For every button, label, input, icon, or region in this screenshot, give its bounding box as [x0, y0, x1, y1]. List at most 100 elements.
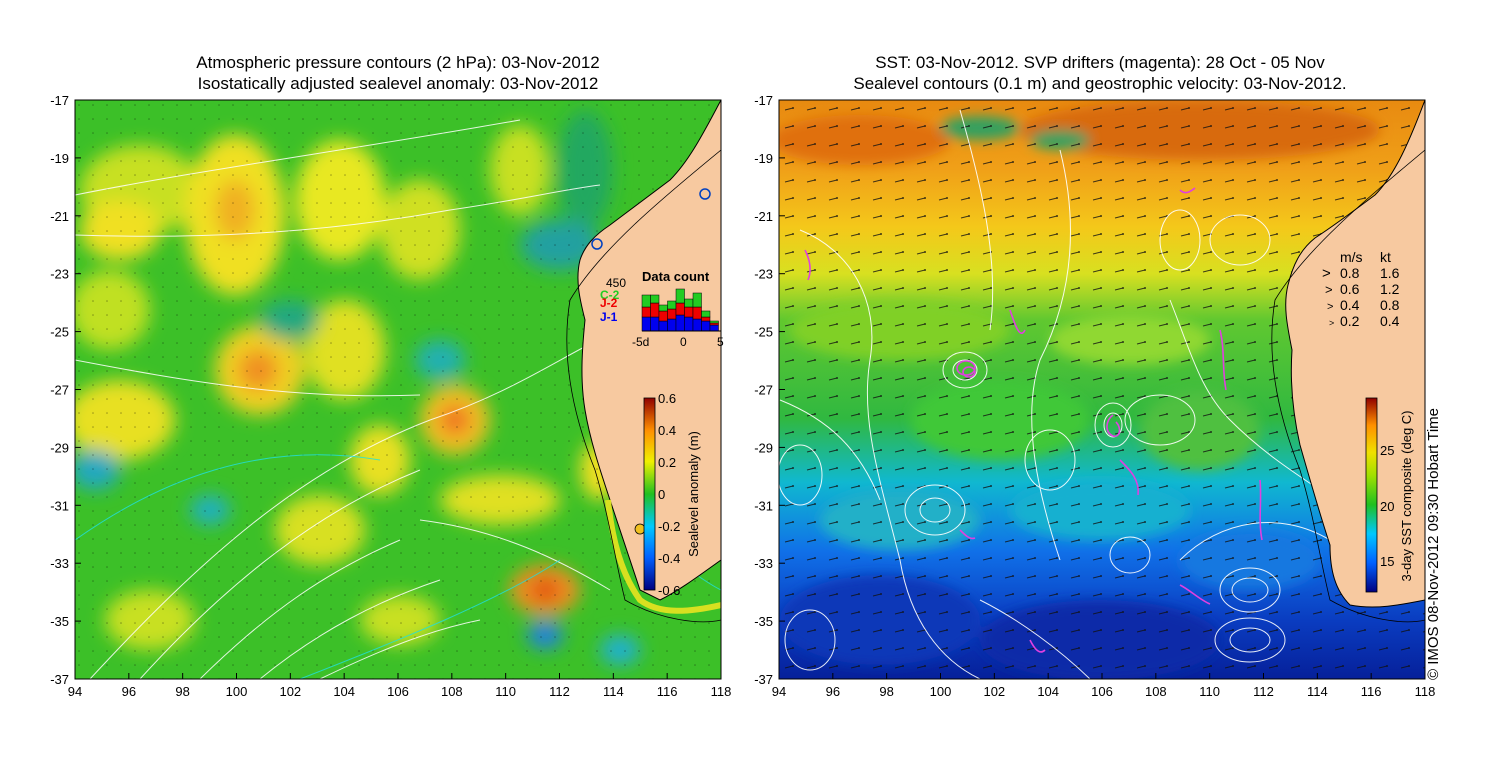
- tide-gauge-marker: [634, 523, 646, 535]
- data-count-bar: [709, 324, 719, 332]
- x-tick-label: 104: [1037, 684, 1059, 699]
- right-map-axes: 94 96 98 100 102 104 106 108 110 112 114 116 118 -17 -…: [754, 93, 1435, 699]
- right-map-bathymetry-line: [1271, 149, 1425, 623]
- sla-cbar-tick: -0.4: [658, 551, 680, 566]
- sst-colorbar: 25 20 15 3-day SST composite (deg C): [1365, 397, 1414, 593]
- sla-cbar-tick: -0.6: [658, 583, 680, 598]
- inset-tick-0: 0: [680, 335, 687, 349]
- sla-cbar-tick: 0: [658, 487, 665, 502]
- data-count-bar: [667, 300, 677, 310]
- tide-gauge-marker: [699, 188, 711, 200]
- data-count-title: Data count: [642, 269, 710, 284]
- sla-colorbar: 0.6 0.4 0.2 0 -0.2 -0.4 -0.6 Sealevel an…: [643, 391, 701, 598]
- data-count-bar: [667, 308, 677, 320]
- data-count-bar: [692, 292, 702, 308]
- left-map-australia-land: [577, 100, 721, 601]
- sst-cbar-label: 3-day SST composite (deg C): [1399, 411, 1414, 582]
- y-tick-label: -33: [50, 556, 69, 571]
- x-tick-label: 112: [549, 684, 570, 699]
- x-tick-label: 98: [879, 684, 893, 699]
- left-map-coast-shelf: [605, 499, 721, 614]
- data-count-bar: [701, 316, 711, 322]
- data-count-bar: [675, 288, 685, 304]
- sla-cbar-label: Sealevel anomaly (m): [686, 431, 701, 557]
- x-tick-label: 96: [122, 684, 136, 699]
- x-tick-label: 96: [826, 684, 840, 699]
- data-count-bar: [692, 306, 702, 320]
- y-tick-label: -29: [50, 440, 69, 455]
- velocity-legend-header-kt: kt: [1380, 249, 1391, 265]
- y-tick-label: -37: [50, 672, 69, 687]
- data-count-bar: [650, 294, 660, 304]
- sst-cbar-tick: 15: [1380, 554, 1394, 569]
- velocity-legend-ms: 0.2: [1340, 313, 1360, 329]
- data-count-bar: [641, 316, 651, 332]
- sla-cbar-tick: 0.6: [658, 391, 676, 406]
- x-tick-label: 100: [226, 684, 248, 699]
- x-tick-label: 106: [387, 684, 409, 699]
- velocity-arrow-icon: >: [1329, 318, 1334, 328]
- y-tick-label: -25: [754, 325, 773, 340]
- left-map-bathymetry-line: [566, 149, 721, 623]
- velocity-arrow-icon: >: [1325, 282, 1333, 297]
- y-tick-label: -19: [50, 151, 69, 166]
- x-tick-label: 116: [1361, 684, 1382, 699]
- x-tick-label: 108: [441, 684, 463, 699]
- velocity-legend-kt: 0.4: [1380, 313, 1400, 329]
- y-tick-label: -27: [754, 383, 773, 398]
- y-tick-label: -21: [754, 209, 773, 224]
- imos-credit: © IMOS 08-Nov-2012 09:30 Hobart Time: [1425, 407, 1442, 680]
- x-tick-label: 104: [333, 684, 355, 699]
- left-map-sla-field: [75, 100, 721, 679]
- x-tick-label: 114: [1307, 684, 1328, 699]
- mission-label-j2: J-2: [600, 296, 618, 310]
- y-tick-label: -19: [754, 151, 773, 166]
- data-count-bar: [692, 318, 702, 332]
- data-count-bar: [709, 322, 719, 326]
- x-tick-label: 106: [1091, 684, 1113, 699]
- left-title-line2: Isostatically adjusted sealevel anomaly:…: [197, 74, 599, 93]
- x-tick-label: 112: [1253, 684, 1274, 699]
- y-tick-label: -35: [754, 614, 773, 629]
- data-count-bar: [701, 320, 711, 332]
- inset-tick-5: 5: [717, 335, 724, 349]
- data-count-bar: [641, 294, 651, 308]
- y-tick-label: -31: [754, 498, 773, 513]
- data-count-bar: [701, 310, 711, 318]
- x-tick-label: 108: [1145, 684, 1167, 699]
- velocity-arrow-icon: >: [1327, 301, 1333, 313]
- sst-cbar-tick: 20: [1380, 499, 1394, 514]
- velocity-legend-kt: 0.8: [1380, 297, 1400, 313]
- velocity-legend-kt: 1.6: [1380, 265, 1400, 281]
- velocity-legend-ms: 0.6: [1340, 281, 1360, 297]
- velocity-legend-header-ms: m/s: [1340, 249, 1363, 265]
- x-tick-label: 94: [772, 684, 786, 699]
- sla-cbar-tick: 0.4: [658, 423, 676, 438]
- y-tick-label: -25: [50, 325, 69, 340]
- tide-gauge-marker: [591, 238, 603, 250]
- y-tick-label: -35: [50, 614, 69, 629]
- x-tick-label: 100: [930, 684, 952, 699]
- y-tick-label: -17: [754, 93, 773, 108]
- x-tick-label: 118: [1415, 684, 1436, 699]
- x-tick-label: 94: [68, 684, 82, 699]
- x-tick-label: 110: [1199, 684, 1220, 699]
- sla-cbar-tick: -0.2: [658, 519, 680, 534]
- y-tick-label: -17: [50, 93, 69, 108]
- data-count-bar: [667, 318, 677, 332]
- x-tick-label: 110: [495, 684, 516, 699]
- data-count-bar: [641, 306, 651, 318]
- left-title-line1: Atmospheric pressure contours (2 hPa): 0…: [196, 53, 600, 72]
- data-count-bar: [650, 316, 660, 332]
- x-tick-label: 102: [983, 684, 1005, 699]
- x-tick-label: 98: [175, 684, 189, 699]
- x-tick-label: 118: [711, 684, 732, 699]
- data-count-bar: [658, 320, 668, 332]
- data-count-bar: [675, 302, 685, 316]
- data-count-inset: Data count 450 C-2 J-2 J-1 -5d 0 5: [600, 269, 724, 349]
- left-map-title: Atmospheric pressure contours (2 hPa): 0…: [75, 52, 721, 94]
- left-map-axes: 94 96 98 100 102 104 106 108 110 112 114 116 118 -17 -…: [50, 93, 731, 699]
- data-count-bar: [675, 314, 685, 332]
- y-tick-label: -21: [50, 209, 69, 224]
- sla-cbar-tick: 0.2: [658, 455, 676, 470]
